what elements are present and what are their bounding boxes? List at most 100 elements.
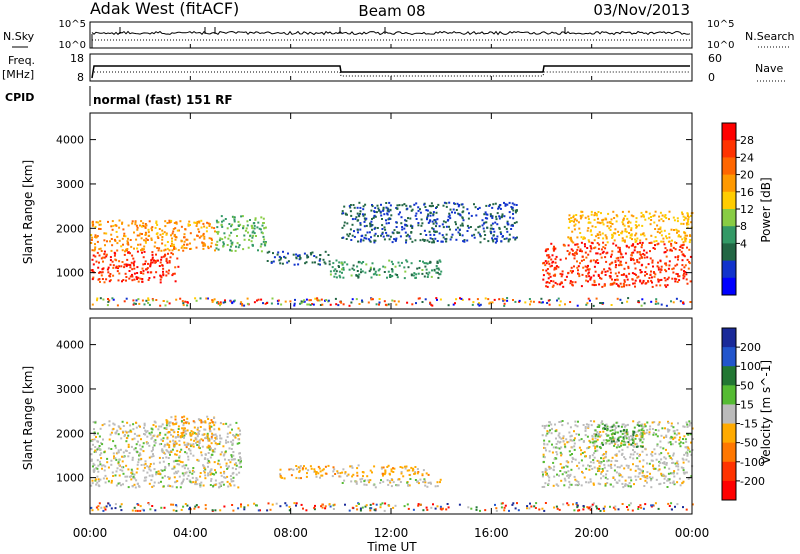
velocity-cell bbox=[130, 468, 133, 471]
velocity-cell bbox=[183, 464, 186, 467]
velocity-cell bbox=[662, 473, 665, 476]
power-cell bbox=[619, 256, 622, 259]
power-cell bbox=[455, 209, 458, 211]
velocity-cell bbox=[584, 429, 587, 432]
power-cell bbox=[637, 224, 640, 227]
velocity-ground-cell bbox=[223, 505, 226, 508]
velocity-cell bbox=[131, 438, 134, 441]
velocity-cell bbox=[555, 446, 558, 449]
velocity-cell bbox=[211, 449, 214, 452]
velocity-ground-cell bbox=[384, 502, 387, 505]
power-cell bbox=[338, 261, 341, 264]
velocity-cell bbox=[162, 451, 165, 454]
power-cell bbox=[136, 247, 139, 250]
velocity-cell bbox=[421, 473, 424, 476]
power-cell bbox=[396, 207, 399, 210]
velocity-cell bbox=[208, 425, 211, 428]
velocity-cell bbox=[232, 439, 235, 442]
power-cell bbox=[286, 261, 289, 264]
velocity-cell bbox=[92, 443, 94, 446]
x-tick-label: 04:00 bbox=[173, 526, 208, 540]
power-cell bbox=[403, 203, 406, 206]
velocity-cell bbox=[627, 464, 630, 467]
velocity-cell bbox=[281, 476, 284, 479]
velocity-cell bbox=[626, 423, 629, 426]
power-ground-cell bbox=[411, 303, 414, 306]
power-cell bbox=[114, 224, 117, 226]
velocity-cell bbox=[669, 472, 672, 475]
power-cell bbox=[114, 252, 117, 255]
power-cell bbox=[653, 221, 656, 224]
velocity-cell bbox=[651, 476, 654, 479]
power-cell bbox=[577, 265, 580, 268]
velocity-cell bbox=[237, 434, 240, 437]
power-cell bbox=[635, 220, 638, 223]
power-cell bbox=[689, 214, 692, 217]
velocity-ground-cell bbox=[575, 502, 578, 504]
power-cell bbox=[619, 250, 622, 253]
velocity-cell bbox=[135, 443, 138, 446]
freq-label-line2: [MHz] bbox=[2, 68, 34, 81]
power-ground-cell bbox=[616, 297, 619, 300]
power-ground-cell bbox=[195, 299, 198, 302]
velocity-cell bbox=[554, 423, 556, 426]
power-ground-cell bbox=[501, 297, 504, 300]
power-cell bbox=[645, 266, 648, 269]
power-cell bbox=[99, 223, 102, 226]
power-ground-cell bbox=[309, 299, 312, 302]
velocity-cell bbox=[143, 426, 145, 429]
velocity-cell bbox=[230, 458, 233, 461]
power-ground-cell bbox=[524, 301, 527, 304]
power-cell bbox=[430, 275, 433, 278]
power-cell bbox=[343, 224, 346, 227]
power-cell bbox=[593, 214, 596, 217]
power-cell bbox=[628, 246, 630, 249]
velocity-cell bbox=[164, 465, 167, 468]
power-ground-cell bbox=[96, 297, 99, 300]
velocity-cell bbox=[648, 428, 651, 431]
velocity-cell bbox=[606, 429, 609, 431]
velocity-cell bbox=[574, 424, 577, 427]
power-cell bbox=[475, 214, 478, 217]
velocity-cell bbox=[673, 432, 676, 435]
power-cell bbox=[109, 279, 112, 282]
x-tick-label: 00:00 bbox=[73, 526, 108, 540]
power-ground-cell bbox=[655, 300, 658, 303]
power-cell bbox=[664, 284, 667, 287]
velocity-cell bbox=[315, 473, 318, 476]
velocity-cell bbox=[200, 438, 203, 441]
velocity-cell bbox=[158, 443, 161, 446]
velocity-ground-cell bbox=[591, 503, 594, 506]
velocity-cell bbox=[237, 438, 240, 441]
power-cell bbox=[377, 207, 380, 210]
power-cell bbox=[105, 253, 108, 256]
velocity-cell bbox=[672, 480, 675, 483]
power-ground-cell bbox=[430, 303, 433, 306]
velocity-cell bbox=[137, 485, 140, 488]
power-cell bbox=[653, 247, 656, 250]
velocity-cell bbox=[565, 438, 568, 441]
power-cell bbox=[151, 226, 154, 229]
velocity-cell bbox=[412, 467, 414, 470]
power-cell bbox=[675, 272, 678, 275]
power-cell bbox=[632, 259, 635, 262]
power-cell bbox=[635, 232, 638, 235]
power-cell bbox=[234, 228, 237, 231]
velocity-ground-cell bbox=[361, 506, 364, 509]
velocity-cell bbox=[624, 441, 627, 444]
power-cell bbox=[257, 221, 260, 224]
velocity-cell bbox=[596, 438, 599, 441]
velocity-ground-cell bbox=[516, 502, 518, 505]
power-cell bbox=[575, 252, 578, 255]
velocity-ground-cell bbox=[671, 508, 673, 511]
power-cell bbox=[219, 237, 222, 240]
power-cell bbox=[569, 282, 572, 285]
power-ground-cell bbox=[529, 303, 531, 306]
velocity-cell bbox=[208, 448, 211, 451]
power-cell bbox=[335, 276, 338, 279]
power-cell bbox=[145, 232, 148, 235]
velocity-cell bbox=[133, 473, 136, 476]
velocity-cell bbox=[304, 467, 307, 470]
power-cell bbox=[674, 241, 676, 244]
power-cell bbox=[605, 236, 608, 239]
